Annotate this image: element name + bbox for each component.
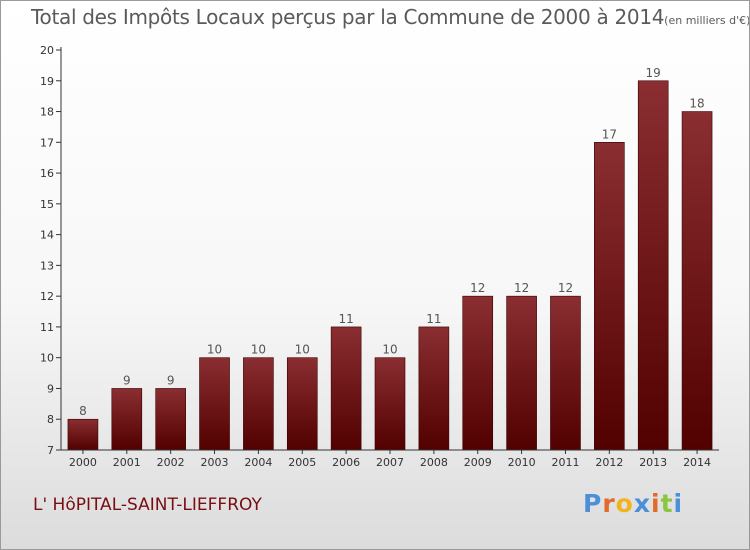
x-tick-label-2008: 2008 [420, 456, 448, 469]
x-tick-label-2009: 2009 [464, 456, 492, 469]
x-tick-label-2002: 2002 [157, 456, 185, 469]
brand-letter: o [615, 489, 634, 518]
x-tick-label-2013: 2013 [639, 456, 667, 469]
brand-letter: i [673, 489, 684, 518]
chart-title: Total des Impôts Locaux perçus par la Co… [31, 5, 665, 29]
y-tick-label-15: 15 [40, 198, 54, 211]
value-label-2002: 9 [167, 373, 175, 387]
bar-2000 [67, 418, 99, 451]
value-label-2003: 10 [207, 343, 222, 357]
y-tick-label-20: 20 [40, 44, 54, 57]
value-label-2006: 11 [338, 312, 353, 326]
x-tick-label-2007: 2007 [376, 456, 404, 469]
x-tick-label-2004: 2004 [244, 456, 272, 469]
value-label-2004: 10 [251, 343, 266, 357]
value-label-2009: 12 [470, 281, 485, 295]
bar-2001 [111, 388, 143, 451]
bar-2013 [637, 80, 669, 451]
y-tick-label-14: 14 [40, 229, 54, 242]
bar-2002 [155, 388, 186, 451]
y-tick-label-10: 10 [40, 352, 54, 365]
bar-2006 [330, 326, 362, 451]
x-tick-label-2000: 2000 [69, 456, 97, 469]
y-tick-label-18: 18 [40, 106, 54, 119]
y-tick-label-7: 7 [47, 444, 54, 457]
x-tick-label-2014: 2014 [683, 456, 711, 469]
value-label-2001: 9 [123, 373, 131, 387]
brand-letter: x [633, 489, 651, 518]
brand-letter: i [651, 489, 661, 518]
x-tick-label-2003: 2003 [201, 456, 229, 469]
value-label-2010: 12 [514, 281, 529, 295]
x-tick-label-2010: 2010 [508, 456, 536, 469]
bar-2003 [199, 357, 230, 451]
proxiti-logo: Proxiti [583, 489, 683, 518]
y-tick-label-17: 17 [40, 136, 54, 149]
bar-2014 [681, 111, 713, 451]
value-label-2007: 10 [382, 343, 397, 357]
x-tick-label-2005: 2005 [288, 456, 316, 469]
bar-2004 [243, 357, 274, 451]
chart-subtitle: (en milliers d'€) [664, 14, 750, 27]
y-tick-label-12: 12 [40, 290, 54, 303]
y-tick-label-16: 16 [40, 167, 54, 180]
x-tick-label-2001: 2001 [113, 456, 141, 469]
y-tick-label-19: 19 [40, 75, 54, 88]
brand-letter: t [660, 489, 674, 518]
value-label-2012: 17 [602, 127, 617, 141]
value-label-2013: 19 [646, 66, 661, 80]
x-tick-label-2011: 2011 [551, 456, 579, 469]
x-tick-label-2012: 2012 [595, 456, 623, 469]
y-tick-label-9: 9 [47, 382, 54, 395]
bar-2010 [506, 295, 537, 451]
y-tick-label-8: 8 [47, 413, 54, 426]
y-tick-label-11: 11 [40, 321, 54, 334]
bar-2005 [286, 357, 318, 451]
bar-2009 [462, 295, 494, 451]
value-label-2000: 8 [79, 404, 87, 418]
value-label-2014: 18 [689, 97, 704, 111]
bar-2008 [418, 326, 450, 451]
value-label-2008: 11 [426, 312, 441, 326]
value-label-2005: 10 [295, 343, 310, 357]
bar-2011 [550, 295, 581, 451]
bar-2012 [594, 142, 625, 451]
commune-name: L' HôPITAL-SAINT-LIEFFROY [33, 495, 262, 515]
brand-letter: P [583, 489, 603, 518]
y-tick-label-13: 13 [40, 259, 54, 272]
brand-letter: r [602, 489, 616, 518]
x-tick-label-2006: 2006 [332, 456, 360, 469]
chart-title-block: Total des Impôts Locaux perçus par la Co… [31, 5, 750, 29]
value-label-2011: 12 [558, 281, 573, 295]
bar-2007 [374, 357, 406, 451]
